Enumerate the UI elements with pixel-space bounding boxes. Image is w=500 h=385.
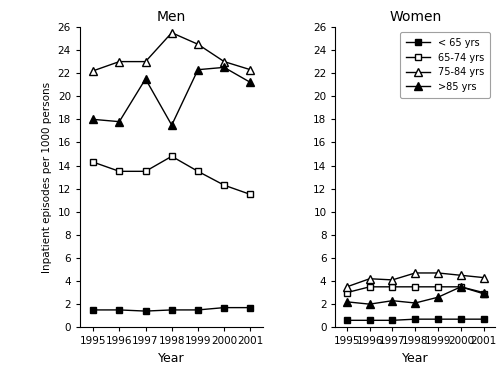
Line: < 65 yrs: < 65 yrs — [90, 305, 253, 314]
< 65 yrs — [221, 305, 227, 310]
Y-axis label: Inpatient episodes per 1000 persons: Inpatient episodes per 1000 persons — [42, 82, 52, 273]
< 65 yrs — [90, 308, 96, 312]
>85 yrs — [412, 301, 418, 305]
Line: >85 yrs: >85 yrs — [89, 63, 254, 129]
>85 yrs — [366, 302, 372, 306]
75-84 yrs — [195, 42, 201, 47]
>85 yrs — [221, 65, 227, 70]
65-74 yrs — [366, 285, 372, 289]
65-74 yrs — [480, 291, 486, 296]
>85 yrs — [390, 298, 396, 303]
>85 yrs — [344, 300, 350, 304]
>85 yrs — [142, 77, 148, 81]
Line: 65-74 yrs: 65-74 yrs — [90, 154, 253, 197]
< 65 yrs — [248, 305, 254, 310]
65-74 yrs — [116, 169, 122, 174]
< 65 yrs — [366, 318, 372, 323]
Line: >85 yrs: >85 yrs — [342, 283, 488, 308]
75-84 yrs — [412, 271, 418, 275]
>85 yrs — [168, 123, 174, 127]
75-84 yrs — [142, 59, 148, 64]
Line: < 65 yrs: < 65 yrs — [344, 316, 486, 323]
< 65 yrs — [168, 308, 174, 312]
Line: 75-84 yrs: 75-84 yrs — [89, 28, 254, 75]
< 65 yrs — [344, 318, 350, 323]
< 65 yrs — [142, 309, 148, 313]
Title: Women: Women — [389, 10, 442, 24]
< 65 yrs — [116, 308, 122, 312]
65-74 yrs — [168, 154, 174, 159]
X-axis label: Year: Year — [402, 352, 428, 365]
75-84 yrs — [90, 69, 96, 73]
65-74 yrs — [458, 285, 464, 289]
75-84 yrs — [344, 285, 350, 289]
75-84 yrs — [366, 276, 372, 281]
65-74 yrs — [195, 169, 201, 174]
65-74 yrs — [412, 285, 418, 289]
Title: Men: Men — [157, 10, 186, 24]
75-84 yrs — [480, 275, 486, 280]
< 65 yrs — [390, 318, 396, 323]
65-74 yrs — [248, 192, 254, 197]
>85 yrs — [480, 290, 486, 295]
75-84 yrs — [168, 30, 174, 35]
>85 yrs — [248, 80, 254, 85]
< 65 yrs — [412, 317, 418, 321]
65-74 yrs — [221, 183, 227, 187]
< 65 yrs — [435, 317, 441, 321]
75-84 yrs — [221, 59, 227, 64]
75-84 yrs — [116, 59, 122, 64]
>85 yrs — [90, 117, 96, 122]
>85 yrs — [116, 119, 122, 124]
75-84 yrs — [435, 271, 441, 275]
< 65 yrs — [458, 317, 464, 321]
65-74 yrs — [142, 169, 148, 174]
>85 yrs — [195, 67, 201, 72]
Line: 65-74 yrs: 65-74 yrs — [344, 284, 486, 296]
65-74 yrs — [390, 285, 396, 289]
>85 yrs — [458, 285, 464, 289]
65-74 yrs — [435, 285, 441, 289]
65-74 yrs — [344, 290, 350, 295]
< 65 yrs — [480, 317, 486, 321]
X-axis label: Year: Year — [158, 352, 185, 365]
75-84 yrs — [458, 273, 464, 278]
< 65 yrs — [195, 308, 201, 312]
Legend: < 65 yrs, 65-74 yrs, 75-84 yrs, >85 yrs: < 65 yrs, 65-74 yrs, 75-84 yrs, >85 yrs — [400, 32, 490, 98]
75-84 yrs — [248, 67, 254, 72]
Line: 75-84 yrs: 75-84 yrs — [342, 269, 488, 291]
>85 yrs — [435, 295, 441, 300]
65-74 yrs — [90, 160, 96, 164]
75-84 yrs — [390, 278, 396, 282]
